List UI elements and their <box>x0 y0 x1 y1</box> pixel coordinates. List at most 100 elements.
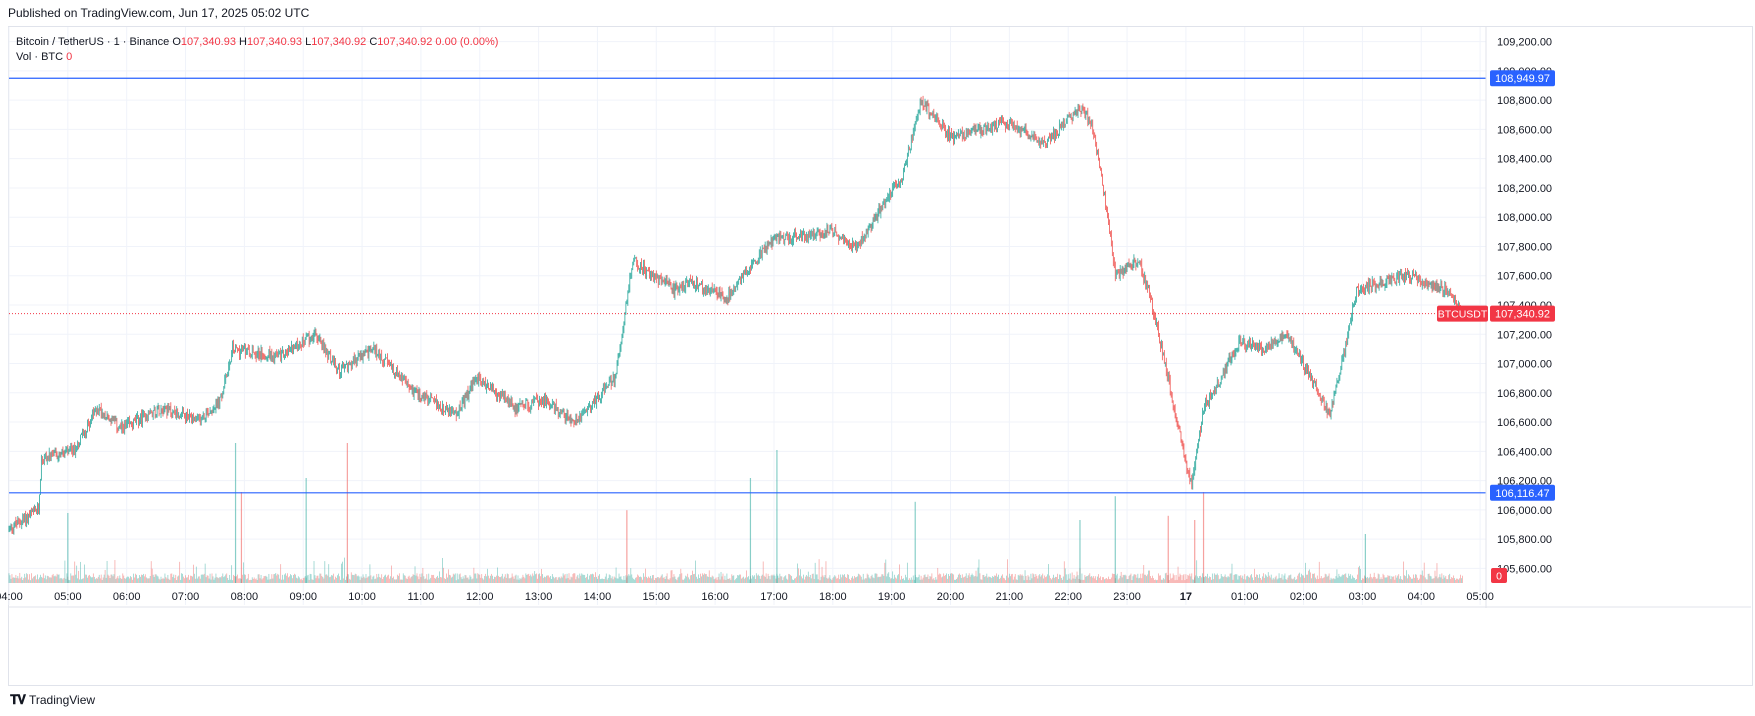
volume-bar <box>203 573 205 583</box>
volume-bar <box>1120 571 1122 583</box>
volume-bar <box>1390 579 1392 583</box>
volume-bar <box>1139 577 1141 583</box>
volume-bar <box>394 579 395 583</box>
volume-bar <box>1373 572 1375 583</box>
volume-bar <box>478 574 480 583</box>
volume-bar <box>954 579 955 583</box>
volume-bar <box>878 576 880 583</box>
volume-bar <box>925 577 927 583</box>
symbol-title[interactable]: Bitcoin / TetherUS · 1 · Binance <box>16 36 170 48</box>
volume-bar <box>868 577 870 583</box>
volume-title[interactable]: Vol · BTC <box>16 51 64 63</box>
volume-bar <box>390 576 391 583</box>
volume-bar <box>852 576 853 583</box>
volume-bar <box>1444 577 1446 583</box>
volume-bar <box>975 570 977 583</box>
volume-bar <box>375 578 377 583</box>
volume-bar <box>910 577 912 583</box>
volume-bar <box>547 575 548 583</box>
volume-bar <box>213 579 215 583</box>
time-axis[interactable]: 04:0005:0006:0007:0008:0009:0010:0011:00… <box>0 591 1751 608</box>
volume-bar <box>296 578 298 583</box>
volume-bar <box>1065 574 1067 583</box>
volume-bar <box>1177 566 1179 583</box>
x-tick-label: 17:00 <box>760 591 788 603</box>
volume-bar <box>576 576 578 583</box>
volume-bar <box>1421 570 1423 583</box>
volume-bar <box>1184 580 1186 583</box>
volume-bar <box>656 577 658 583</box>
volume-bar <box>1100 576 1101 583</box>
volume-bar <box>1451 577 1453 583</box>
volume-bar <box>758 575 760 583</box>
volume-bar <box>764 576 766 583</box>
volume-bar <box>1413 574 1414 583</box>
volume-bar <box>1260 578 1261 583</box>
volume-bar <box>36 579 37 583</box>
horizontal-levels[interactable] <box>9 77 1486 494</box>
volume-bar <box>1196 560 1198 583</box>
volume-bar <box>851 577 852 583</box>
volume-bar <box>349 579 351 583</box>
volume-spike <box>749 478 752 583</box>
volume-bar <box>599 574 600 583</box>
volume-bar <box>59 578 61 583</box>
x-tick-label: 05:00 <box>54 591 82 603</box>
volume-bar <box>211 573 213 583</box>
volume-bar <box>1418 578 1420 583</box>
volume-bar <box>885 559 887 583</box>
volume-bar <box>1337 577 1339 583</box>
volume-bar <box>10 578 12 583</box>
volume-bar <box>437 575 438 583</box>
volume-bar <box>630 568 632 583</box>
volume-bar <box>495 577 496 583</box>
volume-bar <box>267 579 269 583</box>
volume-bar <box>64 560 66 583</box>
volume-bar <box>1016 579 1018 583</box>
price-axis[interactable]: 105,600.00105,800.00106,000.00106,200.00… <box>1485 27 1552 608</box>
volume-bar <box>1339 576 1341 583</box>
volume-bar <box>729 578 731 583</box>
volume-bar <box>1355 579 1356 583</box>
volume-bar <box>916 577 918 583</box>
volume-bar <box>1108 576 1109 583</box>
volume-bar <box>61 578 63 583</box>
volume-bar <box>1131 580 1133 583</box>
volume-bar <box>998 574 999 583</box>
volume-bar <box>559 578 561 583</box>
footer-brand[interactable]: TradingView <box>29 693 96 707</box>
y-tick-label: 107,200.00 <box>1497 329 1552 341</box>
volume-bar <box>292 578 293 583</box>
volume-bar <box>130 576 132 583</box>
volume-bar <box>1306 574 1307 583</box>
volume-bar <box>259 578 261 583</box>
published-caption: Published on TradingView.com, Jun 17, 20… <box>8 6 310 20</box>
volume-bar <box>831 580 833 583</box>
volume-bar <box>752 576 754 583</box>
volume-bar <box>507 574 509 583</box>
volume-bar <box>1109 579 1111 583</box>
volume-bar <box>1384 577 1386 583</box>
volume-bar <box>580 575 582 583</box>
volume-bar <box>1251 574 1252 583</box>
volume-bar <box>1047 574 1048 583</box>
volume-bar <box>787 579 789 583</box>
volume-bar <box>17 576 19 583</box>
volume-bar <box>611 576 613 583</box>
volume-bar <box>854 575 855 583</box>
volume-bar <box>1122 574 1124 583</box>
volume-bar <box>575 579 577 583</box>
volume-bar <box>723 579 725 583</box>
volume-bar <box>1374 577 1376 583</box>
volume-bar <box>445 579 446 583</box>
volume-bar <box>534 571 536 583</box>
volume-bar <box>1455 579 1456 583</box>
volume-bar <box>903 578 904 583</box>
volume-bar <box>530 574 532 583</box>
volume-bar <box>75 574 77 583</box>
volume-bar <box>1054 577 1055 583</box>
volume-bar <box>741 578 743 583</box>
volume-bar <box>306 575 308 583</box>
volume-bar <box>1055 576 1056 583</box>
